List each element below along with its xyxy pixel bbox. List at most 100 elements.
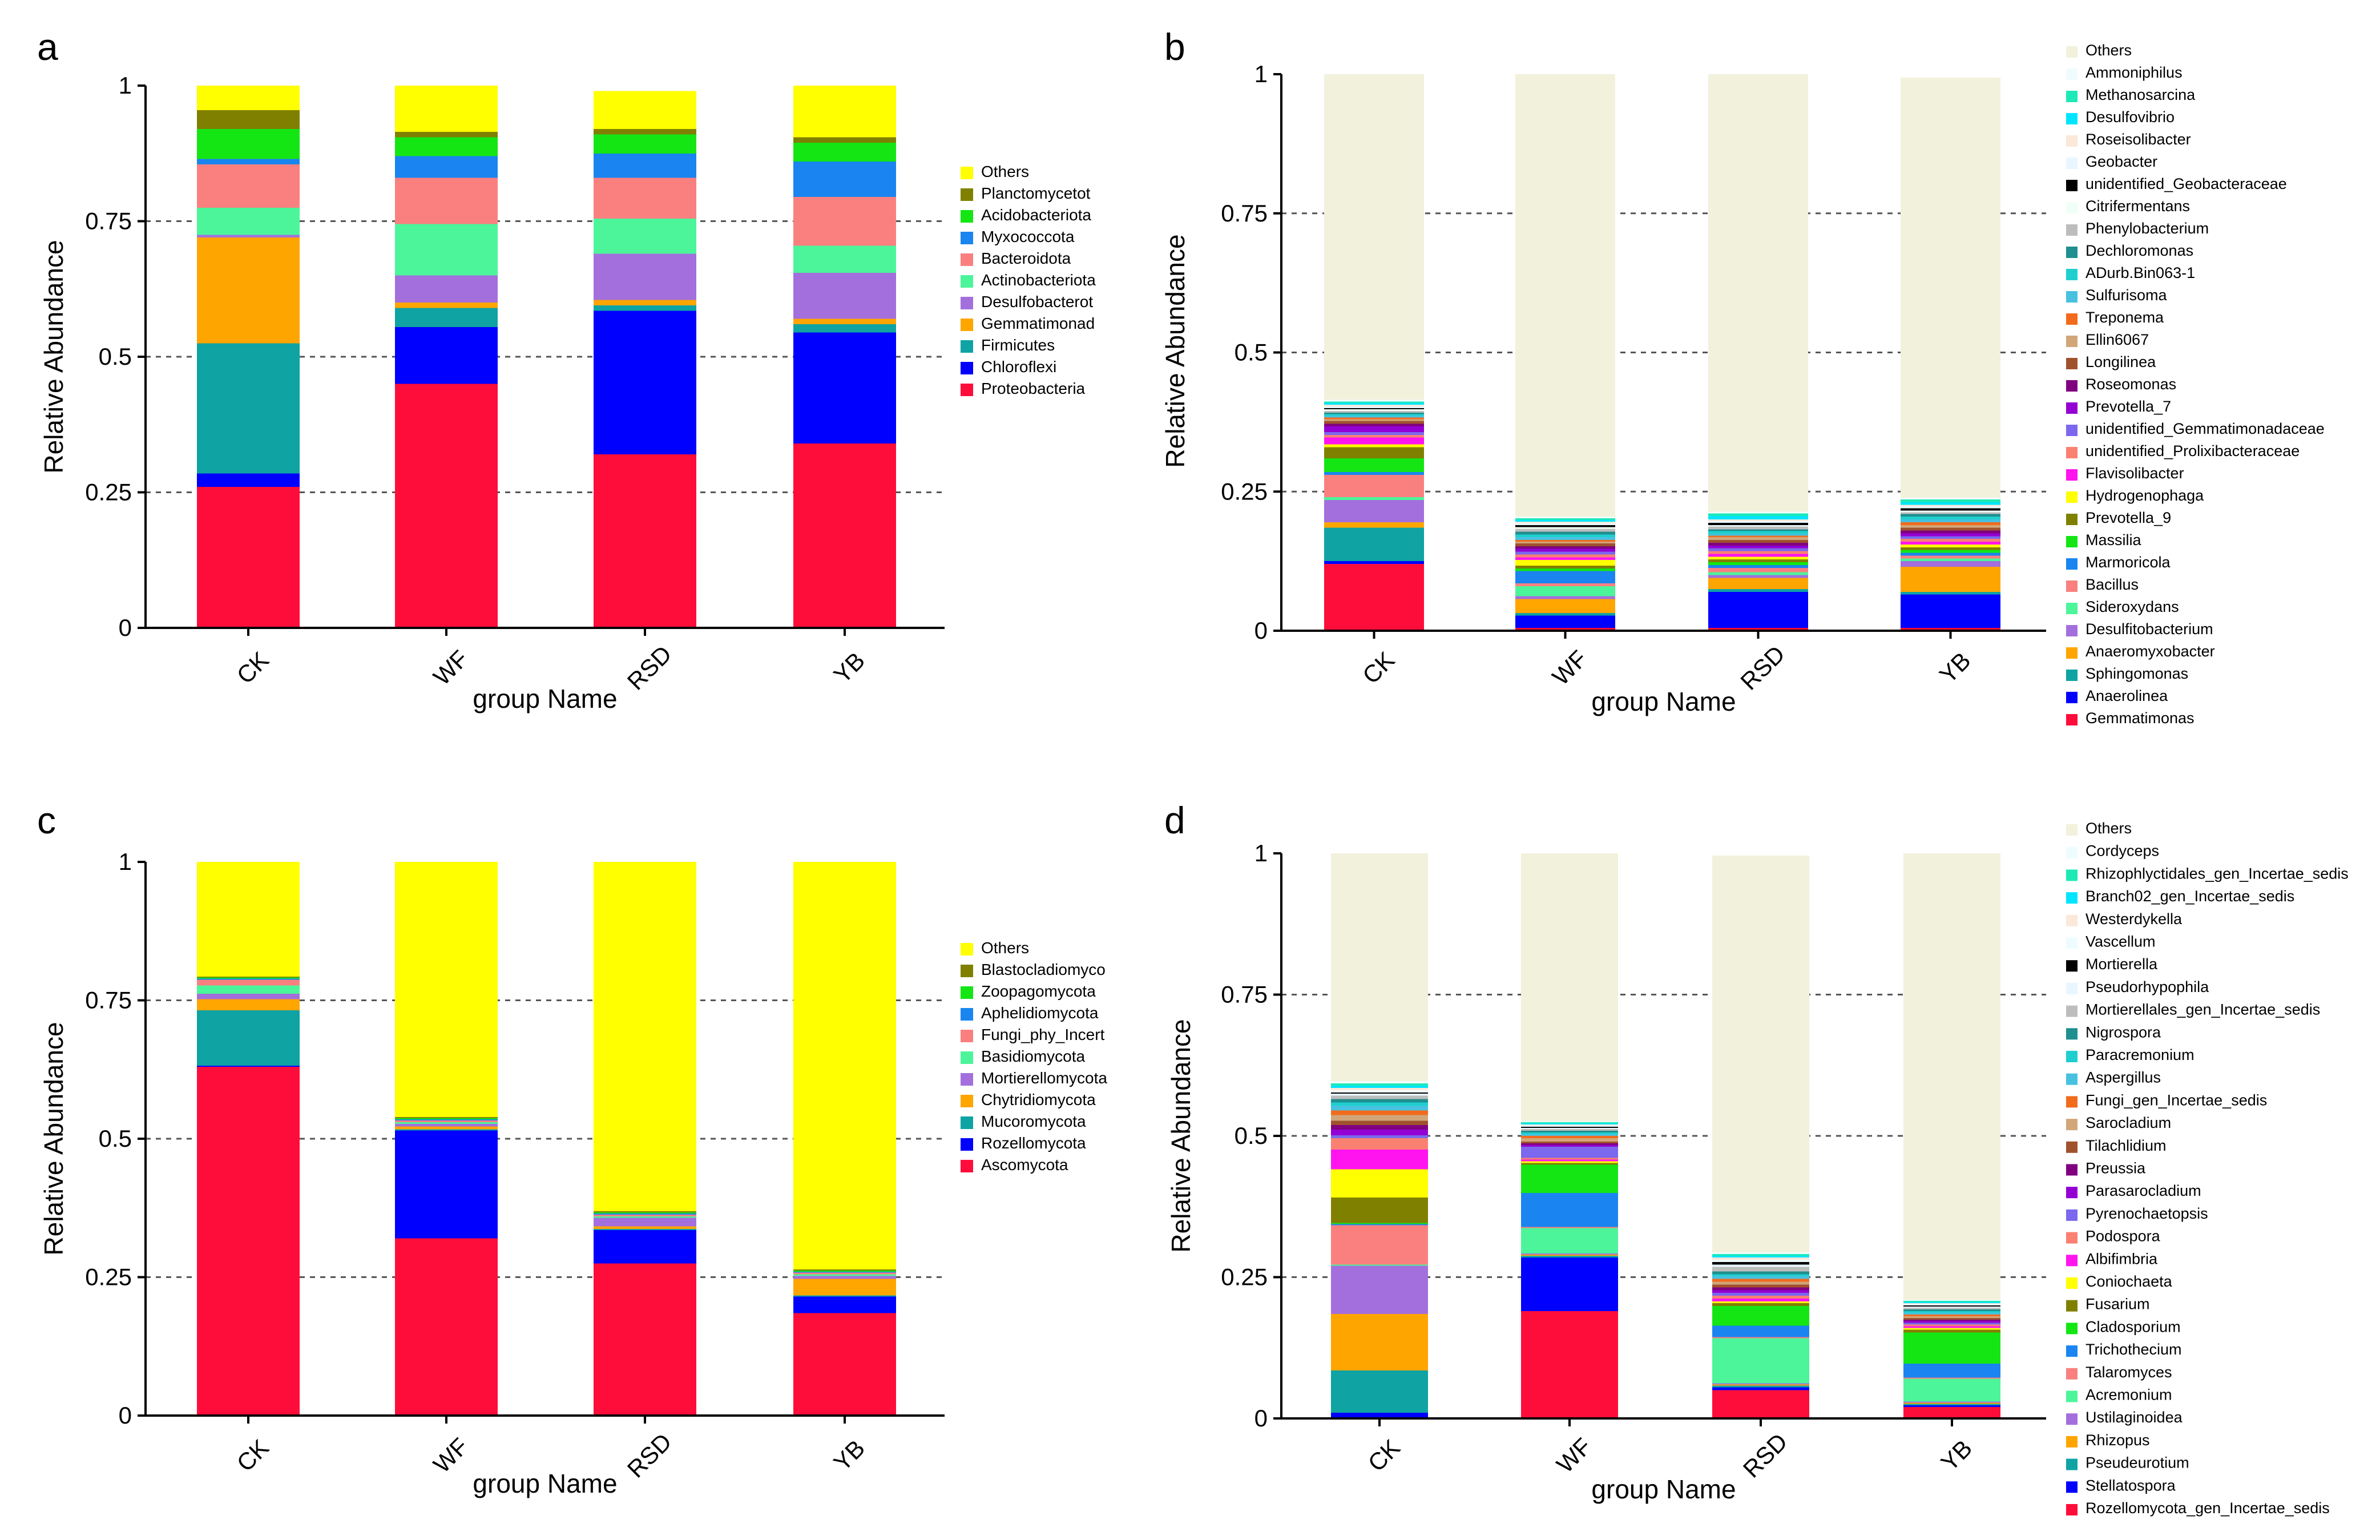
legend-label: Sulfurisoma: [2085, 287, 2168, 304]
legend-swatch: [2066, 202, 2078, 213]
bar-segment: [1712, 1303, 1809, 1306]
bar-segment: [1901, 536, 2000, 539]
legend-label: Firmicutes: [981, 336, 1055, 354]
bar-segment: [1901, 497, 2000, 499]
y-tick-label: 0.25: [1221, 478, 1268, 505]
bar-segment: [1515, 571, 1615, 584]
bar-segment: [1331, 1102, 1428, 1106]
legend-swatch: [961, 986, 973, 999]
bar-segment: [1331, 1125, 1428, 1130]
legend-swatch: [2066, 46, 2078, 58]
bar-segment: [1708, 516, 1808, 519]
legend-swatch: [2066, 91, 2078, 102]
bar-segment: [1515, 599, 1615, 613]
bar-segment: [1521, 1158, 1618, 1160]
legend-label: Myxococcota: [981, 228, 1075, 245]
bar-segment: [395, 1120, 498, 1122]
bar-segment: [1324, 424, 1424, 427]
bar-segment: [1521, 1126, 1618, 1127]
chart-panel-b: b 0 0.25 0.5 0.75 1 CK WF RSD YB group Name Relativ…: [1160, 26, 2325, 727]
bar-segment: [793, 862, 896, 1269]
bar-segment: [594, 91, 696, 129]
bar-segment: [1712, 1257, 1809, 1260]
bar-segment: [1901, 519, 2000, 522]
y-tick-label: 0: [1254, 617, 1268, 644]
bar-segment: [1901, 553, 2000, 556]
bar-segment: [1515, 612, 1615, 616]
bar-segment: [395, 137, 498, 156]
bar-segment: [1331, 1223, 1428, 1224]
bar-segment: [395, 1119, 498, 1120]
bar-segment: [1708, 578, 1808, 589]
bar-segment: [1324, 401, 1424, 404]
bar-segment: [1901, 512, 2000, 514]
bar-segment: [1515, 628, 1615, 631]
x-tick-label: YB: [1935, 1434, 1977, 1476]
bar-segment: [1712, 1301, 1809, 1304]
bar-segment: [1708, 534, 1808, 536]
legend-label: Massilia: [2085, 531, 2142, 549]
bar-segment: [197, 1010, 300, 1066]
bar-segment: [1901, 594, 2000, 628]
legend-label: Anaeromyxobacter: [2085, 643, 2215, 660]
legend-label: Fusarium: [2085, 1296, 2150, 1313]
bar-segment: [1708, 551, 1808, 554]
legend-swatch: [2066, 469, 2078, 481]
legend-swatch: [2066, 625, 2078, 636]
bar-segment: [1712, 1385, 1809, 1388]
bar-segment: [1331, 1264, 1428, 1266]
bar-segment: [197, 999, 300, 1010]
bar-segment: [1903, 1332, 2000, 1364]
bar-segment: [1331, 1313, 1428, 1370]
legend-label: Desulfovibrio: [2085, 108, 2175, 126]
bar-segment: [594, 1263, 696, 1416]
bar-segment: [1708, 567, 1808, 573]
legend-label: Acidobacteriota: [981, 206, 1091, 224]
legend-swatch: [961, 965, 973, 977]
y-axis-title: Relative Abundance: [39, 240, 68, 473]
bar-segment: [197, 993, 300, 999]
bar-segment: [1515, 557, 1615, 561]
bar-segment: [1712, 1264, 1809, 1267]
legend-swatch: [2066, 1141, 2078, 1153]
bar-segment: [1521, 1131, 1618, 1133]
legend-label: Nigrospora: [2085, 1023, 2161, 1041]
bar-segment: [1903, 1302, 2000, 1304]
bar-segment: [1521, 1257, 1618, 1311]
bar-segment: [1708, 511, 1808, 514]
bar-segment: [793, 142, 896, 162]
bar-segment: [395, 1118, 498, 1120]
bar-segment: [1903, 1407, 2000, 1418]
bar-segment: [1521, 1138, 1618, 1142]
x-tick-label: YB: [828, 647, 870, 688]
legend-label: Fungi_phy_Incert: [981, 1026, 1105, 1043]
bar-segment: [793, 1269, 896, 1271]
bar-segment: [1708, 562, 1808, 565]
bar-segment: [395, 1117, 498, 1119]
legend-swatch: [2066, 1209, 2078, 1221]
bar-segment: [1708, 522, 1808, 525]
bar-segment: [197, 976, 300, 978]
bar-segment: [1708, 554, 1808, 557]
legend-label: Aphelidiomycota: [981, 1004, 1099, 1022]
bar-segment: [1708, 513, 1808, 517]
bar-segment: [793, 332, 896, 444]
legend-swatch: [2066, 603, 2078, 614]
legend: Others Ammoniphilus Methanosarcina Desulfov…: [2066, 42, 2325, 727]
x-tick-label: WF: [1551, 1433, 1596, 1478]
bar-segment: [395, 862, 498, 1118]
bar-segment: [1901, 502, 2000, 505]
bar-segment: [594, 1212, 696, 1214]
legend-swatch: [2066, 1368, 2078, 1380]
legend-label: Marmoricola: [2085, 554, 2171, 571]
bar-segment: [1901, 514, 2000, 517]
bar-segment: [1324, 400, 1424, 402]
legend-label: Pseudorhypophila: [2085, 978, 2209, 995]
bar-segment: [1712, 1290, 1809, 1293]
bar-segment: [1331, 1265, 1428, 1314]
legend-label: Prevotella_7: [2085, 398, 2171, 415]
bar-segment: [1712, 1299, 1809, 1302]
bar-segment: [1708, 535, 1808, 538]
bar-segment: [1331, 1115, 1428, 1121]
bar-segment: [1521, 1123, 1618, 1125]
